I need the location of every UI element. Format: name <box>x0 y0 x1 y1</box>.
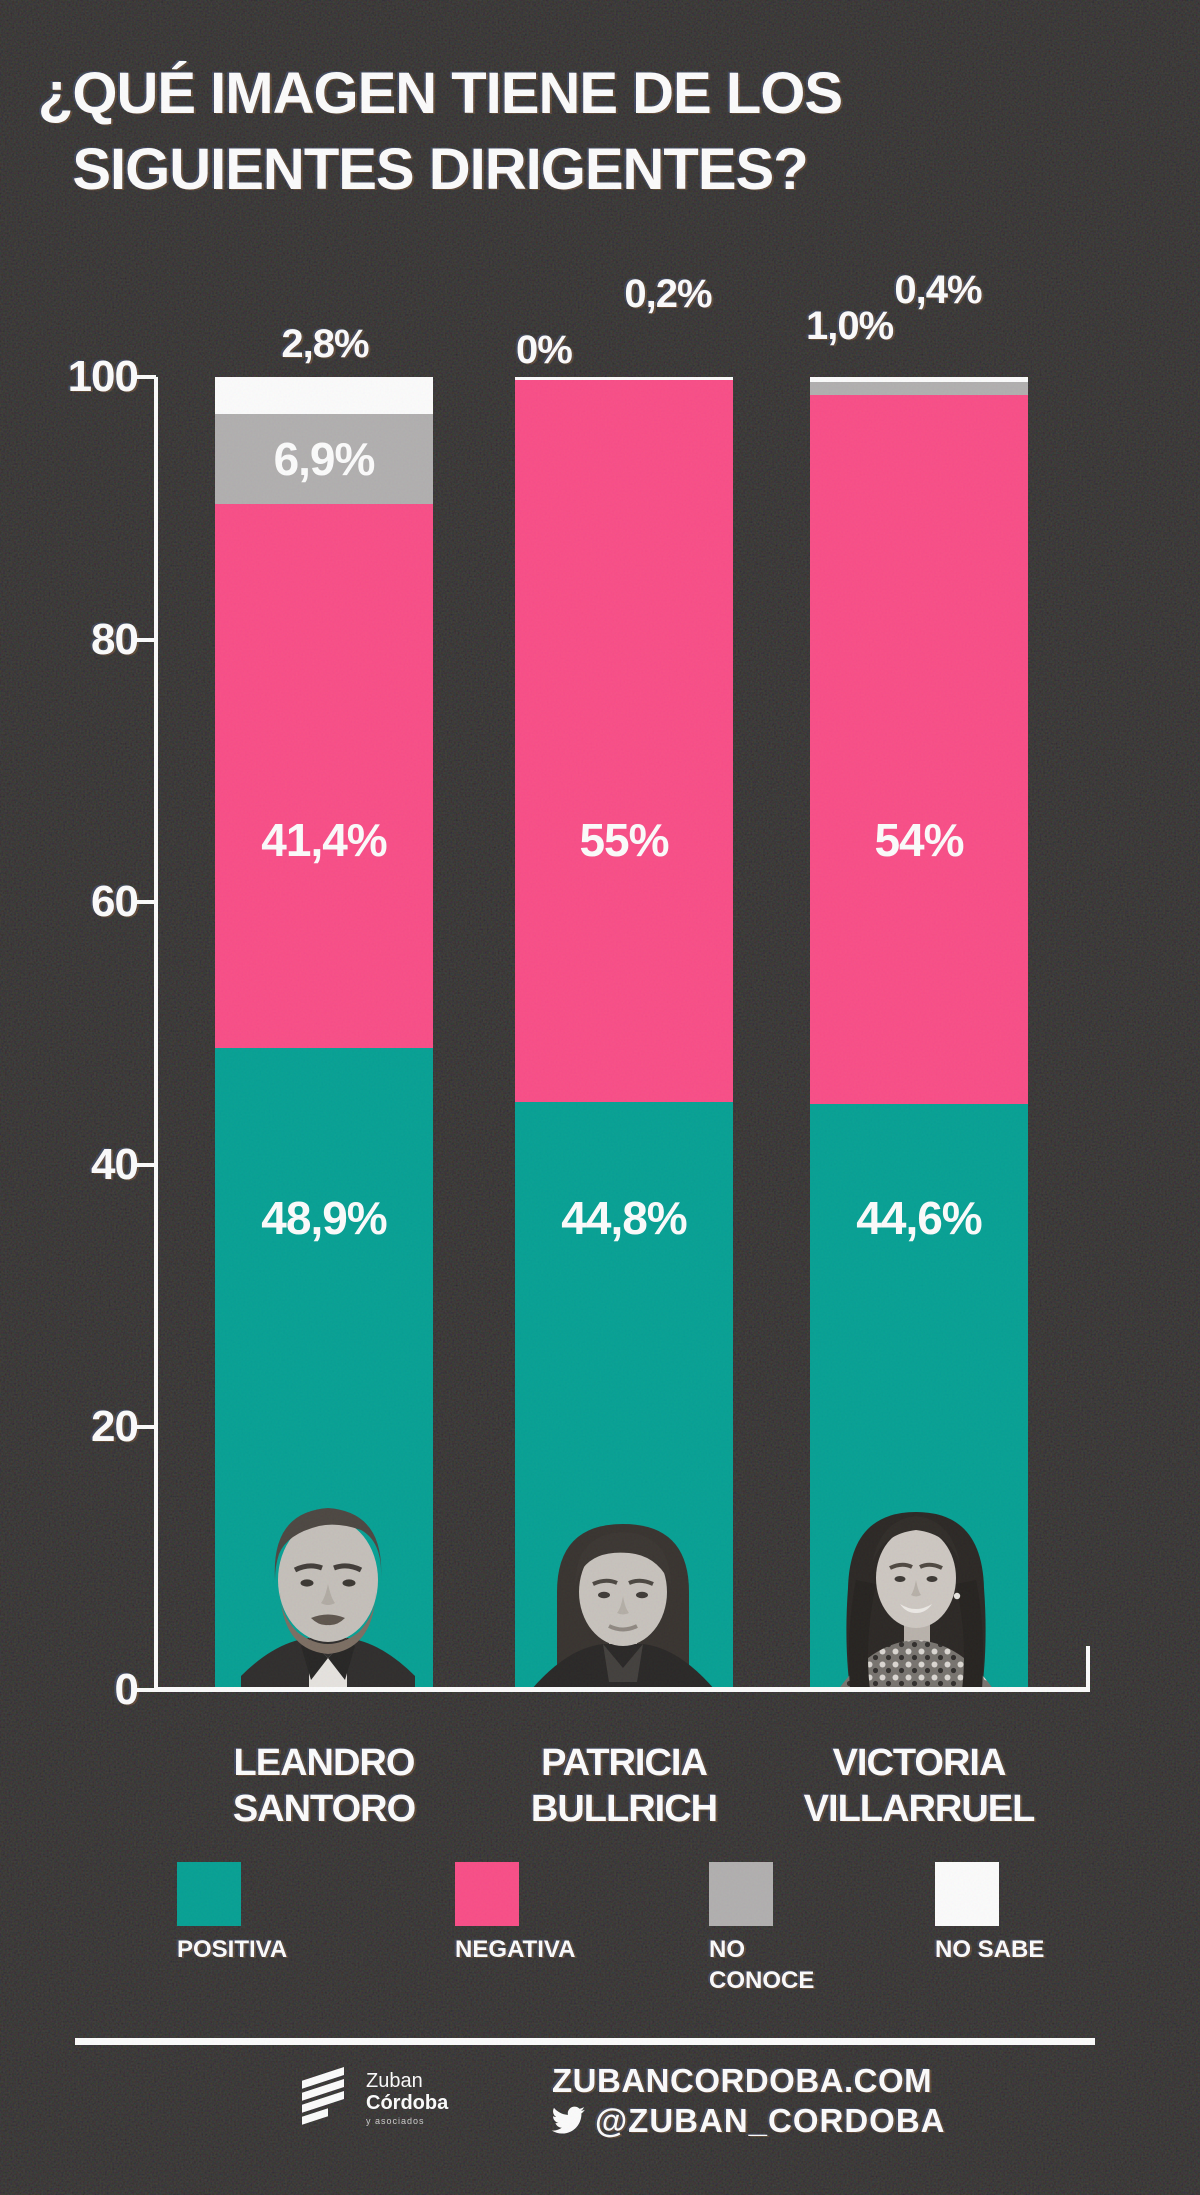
name-line: PATRICIA <box>541 1742 708 1784</box>
page-title: ¿QUÉ IMAGEN TIENE DE LOS SIGUIENTES DIRI… <box>0 56 880 208</box>
name-line: VILLARRUEL <box>803 1788 1036 1830</box>
photo-patricia-bullrich <box>531 1524 715 1690</box>
y-axis-tick-label: 20 <box>91 1402 139 1452</box>
no-sabe-annotation: 0,2% <box>624 272 712 316</box>
y-axis-tick-label: 100 <box>67 352 139 401</box>
twitter-row: @ZUBAN_CORDOBA <box>550 2102 946 2140</box>
legend-swatch-negativa <box>455 1862 519 1926</box>
y-axis-tick-mark <box>136 637 156 642</box>
brand-line-2: Córdoba <box>366 2092 449 2114</box>
x-axis-baseline <box>154 1687 1090 1692</box>
legend-label-negativa: NEGATIVA <box>455 1936 576 1963</box>
y-axis-line <box>154 377 158 1690</box>
no-sabe-annotation: 0,4% <box>894 268 982 312</box>
y-axis-tick-mark <box>136 900 156 905</box>
brand-line-1: Zuban <box>366 2070 423 2092</box>
bar-name-patricia-bullrich: PATRICIA BULLRICH <box>474 1740 774 1832</box>
y-axis-tick-label: 80 <box>91 614 139 664</box>
bar-segment-no-conoce <box>810 382 1028 396</box>
no-sabe-annotation: 2,8% <box>281 322 369 366</box>
negativa-value-label: 41,4% <box>261 814 387 866</box>
brand-line-3: y asociados <box>366 2116 425 2126</box>
title-line-2: SIGUIENTES DIRIGENTES? <box>72 137 808 202</box>
positiva-value-label: 44,6% <box>856 1192 982 1244</box>
bar-name-leandro-santoro: LEANDRO SANTORO <box>174 1740 474 1832</box>
brand-stripes-icon <box>302 2067 344 2125</box>
y-axis-tick-label: 40 <box>91 1139 139 1189</box>
legend-label-positiva: POSITIVA <box>177 1936 288 1963</box>
y-axis-tick-mark <box>136 1162 156 1167</box>
no-conoce-annotation: 0% <box>516 328 573 372</box>
bar-segment-no-sabe <box>215 377 433 414</box>
legend-swatch-no-conoce <box>709 1862 773 1926</box>
title-line-1: ¿QUÉ IMAGEN TIENE DE LOS <box>37 61 843 126</box>
photo-victoria-villarruel <box>838 1512 994 1690</box>
x-axis-end-tick <box>1086 1646 1090 1690</box>
twitter-bird-icon <box>551 2106 585 2134</box>
name-line: BULLRICH <box>530 1788 718 1830</box>
bar-segment-no-sabe <box>810 377 1028 383</box>
brand-logo: Zuban Córdoba y asociados <box>298 2066 448 2132</box>
y-axis-tick-label: 0 <box>114 1665 139 1714</box>
website-url[interactable]: ZUBANCORDOBA.COM <box>552 2062 933 2099</box>
y-axis-tick-mark <box>136 1425 156 1430</box>
bar-segment-no-sabe <box>515 377 733 380</box>
bar-segment-negativa <box>810 395 1028 1105</box>
name-line: VICTORIA <box>832 1742 1007 1784</box>
negativa-value-label: 55% <box>579 814 669 866</box>
bar-segment-negativa <box>215 504 433 1048</box>
negativa-value-label: 54% <box>874 814 964 866</box>
footer-divider <box>75 2038 1095 2045</box>
bar-segment-negativa <box>515 379 733 1102</box>
legend-label-no-conoce: NO CONOCE <box>709 1936 815 1994</box>
twitter-handle[interactable]: @ZUBAN_CORDOBA <box>595 2102 946 2139</box>
legend-swatch-no-sabe <box>935 1862 999 1926</box>
name-line: SANTORO <box>232 1788 416 1830</box>
legend-label-no-sabe: NO SABE <box>935 1936 1045 1963</box>
no-conoce-value-label: 6,9% <box>273 433 376 486</box>
photo-leandro-santoro <box>241 1508 415 1690</box>
y-axis-tick-mark <box>136 375 156 379</box>
positiva-value-label: 48,9% <box>261 1192 387 1244</box>
name-line: LEANDRO <box>233 1742 416 1784</box>
legend-swatch-positiva <box>177 1862 241 1926</box>
positiva-value-label: 44,8% <box>561 1192 687 1244</box>
brand-name: Zuban Córdoba y asociados <box>366 2066 448 2132</box>
bar-name-victoria-villarruel: VICTORIA VILLARRUEL <box>769 1740 1069 1832</box>
y-axis-tick-label: 60 <box>91 877 139 927</box>
y-axis-tick-mark <box>136 1688 156 1692</box>
